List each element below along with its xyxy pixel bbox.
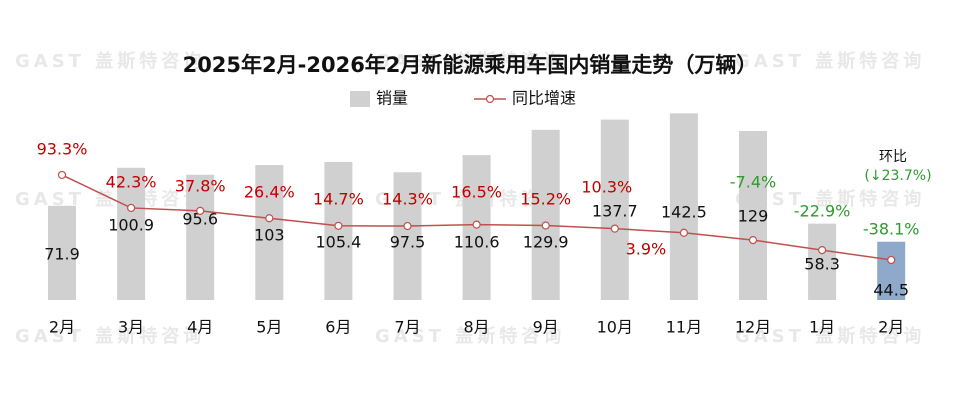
line-value-label: 26.4% <box>244 183 295 202</box>
bar <box>186 174 215 300</box>
x-tick-label: 5月 <box>256 318 282 337</box>
x-tick-label: 12月 <box>735 318 771 337</box>
line-marker <box>541 221 550 230</box>
line-value-label: 15.2% <box>520 190 571 209</box>
bar-value-label: 97.5 <box>390 233 426 252</box>
bar <box>48 205 76 300</box>
x-tick-label: 11月 <box>666 318 702 337</box>
x-tick-label: 7月 <box>394 318 420 337</box>
bar <box>877 241 906 300</box>
x-tick-label: 3月 <box>118 318 144 337</box>
bar-value-label: 58.3 <box>804 255 840 274</box>
legend-marker <box>485 94 495 104</box>
watermark: GAST 盖斯特咨询 <box>15 50 205 72</box>
watermark: GAST 盖斯特咨询 <box>735 325 925 347</box>
line-value-label: 14.7% <box>313 190 364 209</box>
bar <box>255 165 284 300</box>
x-tick-label: 8月 <box>464 318 490 337</box>
x-tick-label: 4月 <box>187 318 213 337</box>
line-marker <box>196 206 205 215</box>
line-value-label: 3.9% <box>626 240 667 259</box>
line-marker <box>472 220 481 229</box>
legend-label: 同比增速 <box>512 89 576 108</box>
line-marker <box>265 214 274 223</box>
bar <box>739 131 767 300</box>
watermark: GAST 盖斯特咨询 <box>375 50 565 72</box>
x-tick-label: 2月 <box>878 318 904 337</box>
x-tick-label: 6月 <box>325 318 351 337</box>
line-value-label: 37.8% <box>175 177 226 196</box>
line-value-label: 14.3% <box>382 190 433 209</box>
line-value-label: 42.3% <box>106 173 157 192</box>
line-marker <box>887 255 896 265</box>
line-marker <box>334 221 343 230</box>
x-tick-label: 10月 <box>597 318 633 337</box>
bar-value-label: 137.7 <box>592 202 638 221</box>
bar <box>531 129 560 300</box>
chart-title: 2025年2月-2026年2月新能源乘用车国内销量走势（万辆） <box>183 53 758 77</box>
line-marker <box>127 203 136 213</box>
annotation: (↓23.7%) <box>864 168 931 184</box>
line-marker <box>57 170 67 180</box>
watermark: GAST 盖斯特咨询 <box>735 188 925 210</box>
bar-value-label: 110.6 <box>454 233 500 252</box>
line-value-label: -38.1% <box>863 220 920 239</box>
watermarks: GAST 盖斯特咨询 GAST 盖斯特咨询 GAST 盖斯特咨询 GAST 盖斯特咨询… <box>15 50 925 347</box>
bar-value-label: 129.9 <box>523 233 569 252</box>
line-marker <box>403 221 412 231</box>
line-marker <box>610 224 619 233</box>
x-tick-label: 9月 <box>533 318 559 337</box>
bar-value-label: 44.5 <box>873 281 909 300</box>
bar <box>393 172 422 300</box>
watermark: GAST 盖斯特咨询 <box>15 188 205 210</box>
bar-value-label: 100.9 <box>108 216 154 235</box>
legend-swatch-bar <box>350 91 370 107</box>
bar-value-label: 105.4 <box>315 233 361 252</box>
line-value-label: 10.3% <box>581 178 632 197</box>
bar-value-label: 142.5 <box>661 203 707 222</box>
bar <box>600 119 629 300</box>
watermark: GAST 盖斯特咨询 <box>15 325 205 347</box>
line-value-label: 93.3% <box>37 140 88 159</box>
line-value-label: -7.4% <box>730 173 776 192</box>
x-tick-label: 2月 <box>49 318 75 337</box>
bar <box>324 161 353 300</box>
watermark: GAST 盖斯特咨询 <box>735 50 925 72</box>
line-marker <box>748 235 758 245</box>
line-value-label: -22.9% <box>794 202 851 221</box>
x-tick-label: 1月 <box>809 318 835 337</box>
line-marker <box>679 228 689 237</box>
line-value-label: 16.5% <box>451 183 502 202</box>
bar-value-label: 103 <box>254 226 285 245</box>
legend-label: 销量 <box>376 89 408 108</box>
bar-value-label: 129 <box>738 207 769 226</box>
bar-value-label: 71.9 <box>44 245 80 264</box>
line-marker <box>817 246 827 255</box>
annotation: 环比 <box>879 149 907 165</box>
bar <box>808 223 837 300</box>
bar <box>669 113 698 300</box>
bar-value-label: 95.6 <box>182 210 218 229</box>
watermark: GAST 盖斯特咨询 <box>375 325 565 347</box>
bar <box>117 167 146 300</box>
